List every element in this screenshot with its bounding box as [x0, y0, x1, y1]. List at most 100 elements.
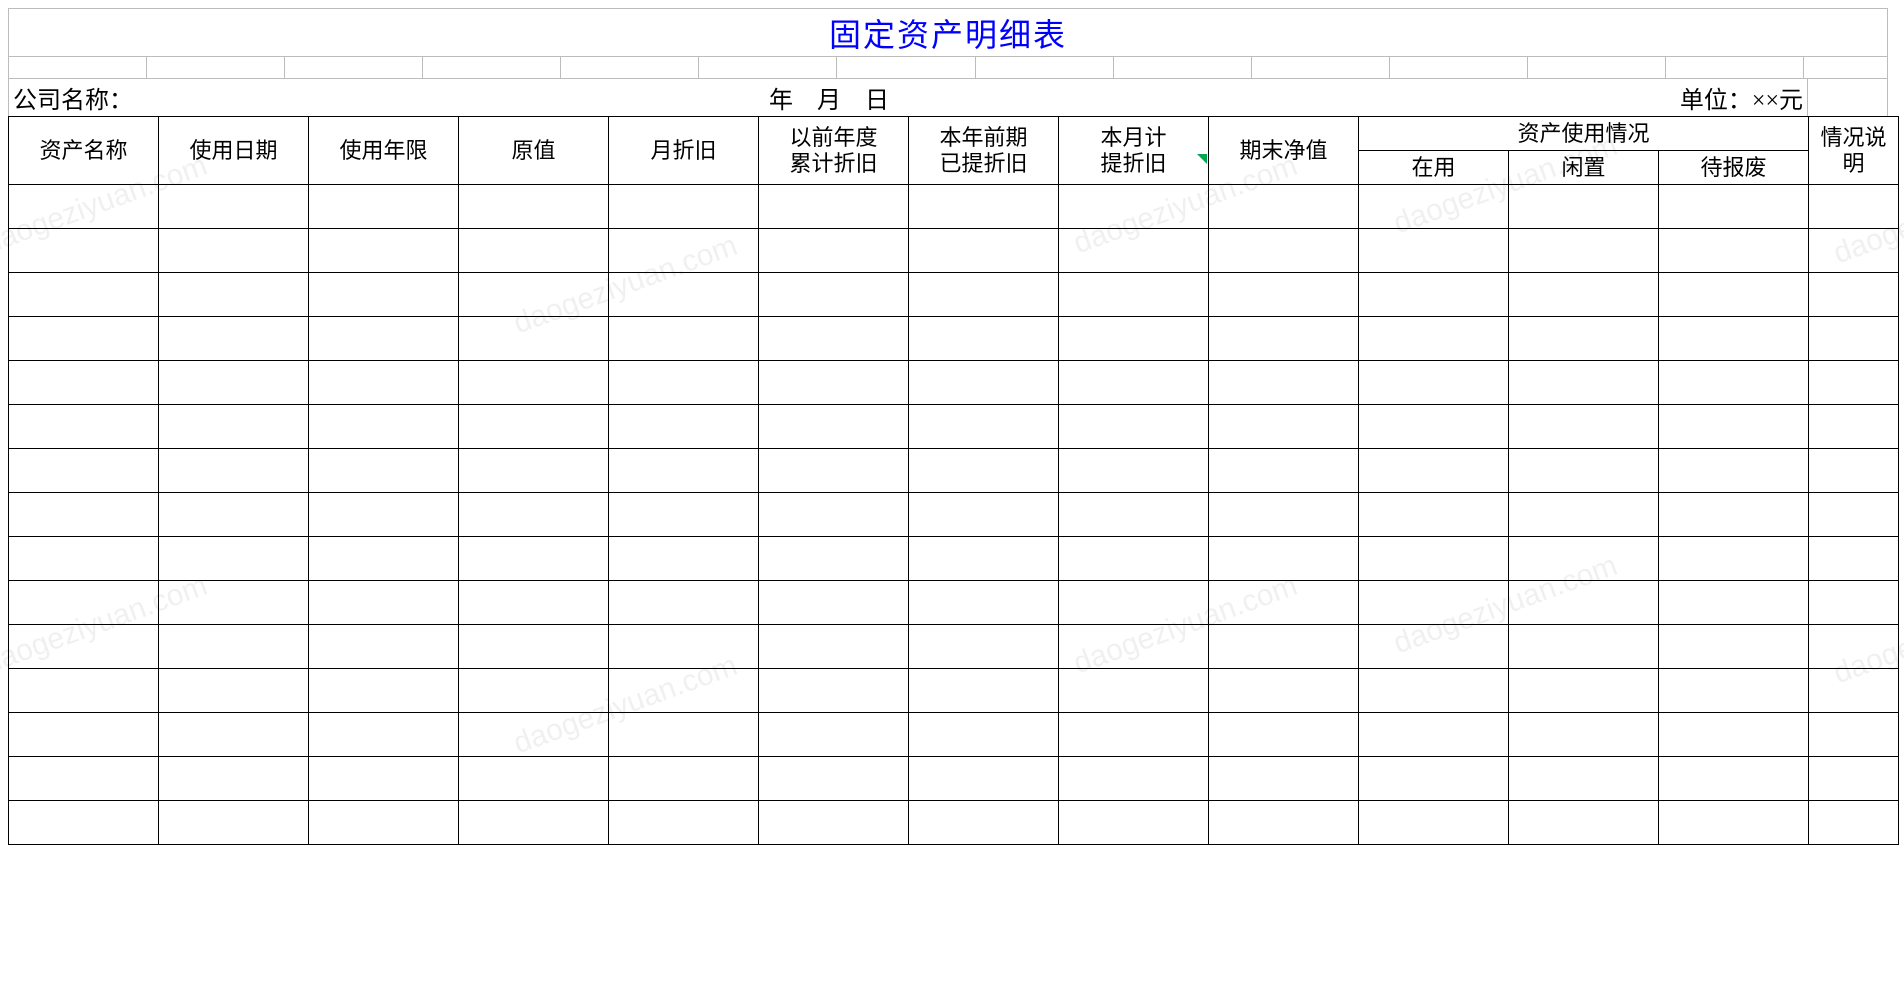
table-cell[interactable] — [609, 317, 759, 361]
table-cell[interactable] — [1209, 801, 1359, 845]
table-cell[interactable] — [459, 801, 609, 845]
table-cell[interactable] — [1809, 625, 1899, 669]
table-cell[interactable] — [1059, 493, 1209, 537]
table-cell[interactable] — [1209, 493, 1359, 537]
table-cell[interactable] — [609, 537, 759, 581]
table-cell[interactable] — [1209, 449, 1359, 493]
table-cell[interactable] — [1059, 581, 1209, 625]
table-cell[interactable] — [609, 713, 759, 757]
table-cell[interactable] — [309, 757, 459, 801]
table-cell[interactable] — [159, 801, 309, 845]
table-cell[interactable] — [1509, 229, 1659, 273]
table-cell[interactable] — [1509, 801, 1659, 845]
table-cell[interactable] — [309, 273, 459, 317]
table-cell[interactable] — [1809, 361, 1899, 405]
table-cell[interactable] — [459, 317, 609, 361]
table-cell[interactable] — [1659, 493, 1809, 537]
table-cell[interactable] — [1509, 273, 1659, 317]
table-cell[interactable] — [1359, 317, 1509, 361]
table-cell[interactable] — [309, 449, 459, 493]
table-cell[interactable] — [759, 537, 909, 581]
table-cell[interactable] — [1809, 317, 1899, 361]
table-cell[interactable] — [759, 713, 909, 757]
table-cell[interactable] — [159, 669, 309, 713]
table-cell[interactable] — [1809, 273, 1899, 317]
table-cell[interactable] — [309, 185, 459, 229]
table-cell[interactable] — [459, 669, 609, 713]
table-cell[interactable] — [9, 229, 159, 273]
table-cell[interactable] — [1659, 273, 1809, 317]
table-cell[interactable] — [309, 625, 459, 669]
table-cell[interactable] — [1509, 625, 1659, 669]
table-cell[interactable] — [1209, 361, 1359, 405]
table-cell[interactable] — [759, 581, 909, 625]
table-cell[interactable] — [309, 229, 459, 273]
table-cell[interactable] — [1059, 625, 1209, 669]
table-cell[interactable] — [9, 669, 159, 713]
table-cell[interactable] — [1659, 449, 1809, 493]
table-cell[interactable] — [1059, 185, 1209, 229]
table-cell[interactable] — [1359, 361, 1509, 405]
table-cell[interactable] — [1059, 757, 1209, 801]
table-cell[interactable] — [459, 493, 609, 537]
table-cell[interactable] — [459, 757, 609, 801]
table-cell[interactable] — [1659, 757, 1809, 801]
table-cell[interactable] — [1509, 537, 1659, 581]
table-cell[interactable] — [159, 405, 309, 449]
table-cell[interactable] — [9, 625, 159, 669]
table-cell[interactable] — [9, 757, 159, 801]
table-cell[interactable] — [1809, 669, 1899, 713]
table-cell[interactable] — [909, 449, 1059, 493]
table-cell[interactable] — [9, 273, 159, 317]
table-cell[interactable] — [1509, 449, 1659, 493]
table-cell[interactable] — [1359, 229, 1509, 273]
table-cell[interactable] — [609, 405, 759, 449]
table-cell[interactable] — [1359, 493, 1509, 537]
table-cell[interactable] — [759, 757, 909, 801]
table-cell[interactable] — [609, 493, 759, 537]
table-cell[interactable] — [1209, 537, 1359, 581]
table-cell[interactable] — [909, 493, 1059, 537]
table-cell[interactable] — [1509, 361, 1659, 405]
table-cell[interactable] — [9, 405, 159, 449]
table-cell[interactable] — [159, 625, 309, 669]
table-cell[interactable] — [1359, 757, 1509, 801]
table-cell[interactable] — [1809, 449, 1899, 493]
table-cell[interactable] — [609, 229, 759, 273]
table-cell[interactable] — [1659, 361, 1809, 405]
table-cell[interactable] — [1809, 185, 1899, 229]
table-cell[interactable] — [1509, 757, 1659, 801]
table-cell[interactable] — [159, 317, 309, 361]
table-cell[interactable] — [759, 317, 909, 361]
table-cell[interactable] — [159, 581, 309, 625]
table-cell[interactable] — [459, 537, 609, 581]
table-cell[interactable] — [459, 361, 609, 405]
table-cell[interactable] — [1059, 801, 1209, 845]
table-cell[interactable] — [9, 361, 159, 405]
table-cell[interactable] — [1359, 625, 1509, 669]
table-cell[interactable] — [159, 229, 309, 273]
table-cell[interactable] — [1059, 317, 1209, 361]
table-cell[interactable] — [759, 625, 909, 669]
table-cell[interactable] — [1659, 537, 1809, 581]
table-cell[interactable] — [759, 229, 909, 273]
table-cell[interactable] — [1659, 317, 1809, 361]
table-cell[interactable] — [909, 361, 1059, 405]
table-cell[interactable] — [1059, 229, 1209, 273]
table-cell[interactable] — [609, 801, 759, 845]
table-cell[interactable] — [1659, 581, 1809, 625]
table-cell[interactable] — [909, 185, 1059, 229]
table-cell[interactable] — [909, 405, 1059, 449]
table-cell[interactable] — [309, 581, 459, 625]
table-cell[interactable] — [609, 185, 759, 229]
table-cell[interactable] — [609, 669, 759, 713]
table-cell[interactable] — [1059, 273, 1209, 317]
table-cell[interactable] — [309, 713, 459, 757]
table-cell[interactable] — [1359, 713, 1509, 757]
table-cell[interactable] — [1209, 229, 1359, 273]
table-cell[interactable] — [1059, 449, 1209, 493]
table-cell[interactable] — [1509, 713, 1659, 757]
table-cell[interactable] — [459, 713, 609, 757]
table-cell[interactable] — [1209, 669, 1359, 713]
table-cell[interactable] — [459, 273, 609, 317]
